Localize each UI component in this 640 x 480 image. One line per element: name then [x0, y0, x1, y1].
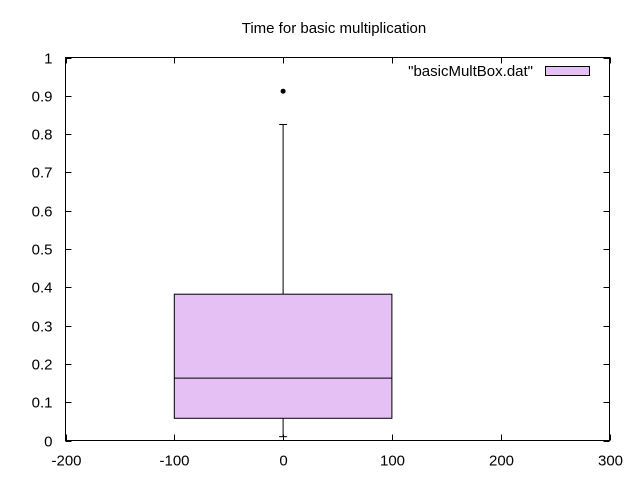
- box-plot: [173, 88, 393, 438]
- legend: "basicMultBox.dat": [408, 63, 590, 80]
- y-axis: 0 0.1 0.2 0.3 0.4 0.5 0.6 0.7 0.8 0.9 1: [32, 51, 610, 451]
- y-tick-label: 0.9: [32, 89, 53, 106]
- y-tick-label: 0.5: [32, 242, 53, 259]
- y-tick-label: 0.7: [32, 165, 53, 182]
- x-tick-label: 0: [279, 453, 287, 470]
- x-tick-label: 300: [598, 453, 623, 470]
- y-tick-label: 1: [44, 51, 52, 68]
- y-tick-label: 0.6: [32, 204, 53, 221]
- legend-swatch: [545, 66, 590, 76]
- legend-label: "basicMultBox.dat": [408, 63, 533, 80]
- y-tick-label: 0.2: [32, 357, 53, 374]
- x-tick-label: 200: [489, 453, 514, 470]
- y-tick-label: 0: [44, 434, 52, 451]
- outlier-point: [280, 88, 286, 94]
- x-tick-label: 100: [380, 453, 405, 470]
- y-tick-label: 0.1: [32, 395, 53, 412]
- box-iqr: [173, 293, 393, 419]
- x-tick-label: -200: [51, 453, 81, 470]
- chart-title: Time for basic multiplication: [242, 20, 427, 37]
- y-tick-label: 0.4: [32, 280, 53, 297]
- y-tick-label: 0.3: [32, 319, 53, 336]
- x-axis: -200 -100 0 100 200 300: [51, 57, 623, 470]
- x-tick-label: -100: [159, 453, 189, 470]
- y-tick-label: 0.8: [32, 127, 53, 144]
